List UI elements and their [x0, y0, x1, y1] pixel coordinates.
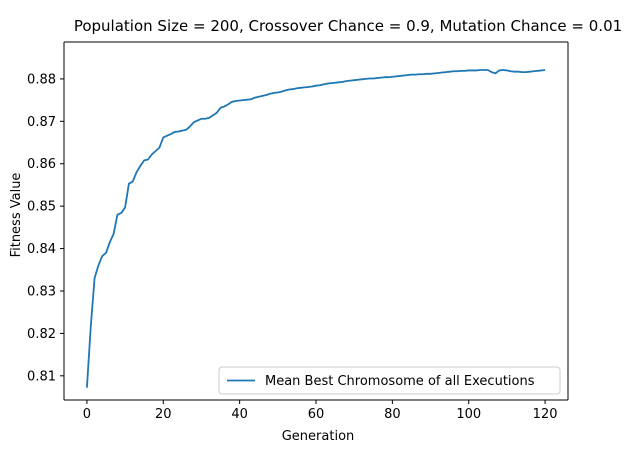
y-tick-label: 0.86 — [27, 157, 56, 172]
x-axis-ticks: 0 20 40 60 80 100 120 — [83, 400, 558, 422]
y-axis-label: Fitness Value — [9, 173, 24, 258]
plot-area — [63, 41, 569, 401]
y-tick-label: 0.88 — [27, 72, 56, 87]
chart-title: Population Size = 200, Crossover Chance … — [74, 17, 622, 35]
x-tick-label: 60 — [308, 407, 325, 422]
y-tick-label: 0.82 — [27, 327, 56, 342]
y-tick-label: 0.84 — [27, 242, 56, 257]
x-tick-label: 40 — [231, 407, 248, 422]
x-tick-label: 20 — [155, 407, 172, 422]
plot-background — [64, 42, 568, 400]
y-tick-label: 0.87 — [27, 115, 56, 130]
y-tick-label: 0.81 — [27, 369, 56, 384]
y-tick-label: 0.85 — [27, 200, 56, 215]
x-tick-label: 120 — [533, 407, 558, 422]
legend-label: Mean Best Chromosome of all Executions — [265, 374, 535, 389]
x-axis-label: Generation — [282, 429, 355, 444]
x-tick-label: 100 — [456, 407, 481, 422]
x-tick-label: 0 — [83, 407, 91, 422]
legend: Mean Best Chromosome of all Executions — [218, 366, 561, 395]
x-tick-label: 80 — [384, 407, 401, 422]
y-tick-label: 0.83 — [27, 284, 56, 299]
legend-box — [218, 366, 561, 395]
series-line-0 — [86, 69, 546, 388]
y-axis-ticks: 0.81 0.82 0.83 0.84 0.85 0.86 0.87 0.88 — [27, 72, 64, 384]
